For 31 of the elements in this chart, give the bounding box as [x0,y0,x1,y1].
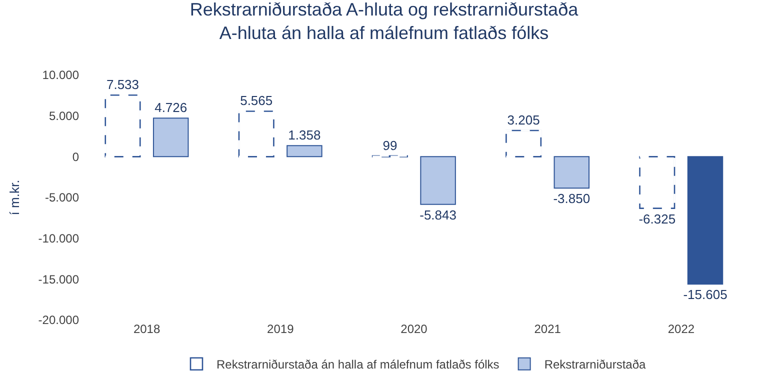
bar [687,156,724,285]
x-tick-label: 2019 [267,322,294,336]
data-label: -3.850 [553,191,590,206]
y-tick-label: 10.000 [42,68,80,82]
y-tick-label: -5.000 [44,190,80,205]
bar [420,156,456,205]
data-label: 7.533 [106,77,140,92]
data-label: 99 [382,138,398,153]
bar [554,156,590,189]
data-label: -6.325 [638,211,676,226]
x-tick-label: 2021 [534,322,562,336]
x-tick-label: 2018 [133,322,160,336]
bar [286,145,322,158]
bar [152,118,189,158]
y-tick-label: -15.000 [38,272,80,286]
data-label: -15.605 [683,287,728,302]
legend-label: Rekstrarniðurstaða [544,358,646,372]
data-label: 5.565 [240,93,273,108]
y-tick-label: -10.000 [38,232,80,246]
y-tick-label: -20.000 [38,313,80,328]
chart-title: Rekstrarniðurstaða A-hluta og rekstrarniðurstaða A-hluta án halla af málefnum fatlaðs fólks [190,0,580,43]
data-label: 3.205 [507,112,540,128]
y-tick-label: 0 [72,150,80,164]
data-label: 4.726 [154,100,188,116]
y-axis-title: í m.kr. [7,180,22,216]
data-label: 1.358 [288,128,321,143]
y-tick-label: 5.000 [48,109,80,124]
x-tick-label: 2022 [668,322,695,336]
x-tick-label: 2020 [400,322,428,336]
legend-label: Rekstrarniðurstaða án halla af málefnum fatlaðs fólks [216,358,500,372]
data-label: -5.843 [420,207,456,222]
